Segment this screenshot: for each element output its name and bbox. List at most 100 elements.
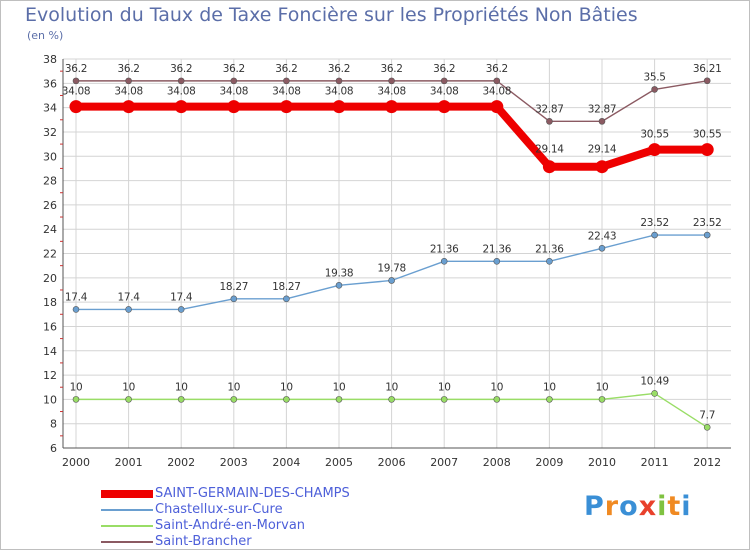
data-label-2: 10 — [596, 381, 609, 393]
x-tick-label: 2008 — [483, 456, 511, 469]
data-label-3: 36.2 — [65, 63, 87, 75]
y-tick-label: 28 — [43, 175, 57, 188]
data-point-1 — [125, 306, 132, 313]
chart-subtitle: (en %) — [27, 29, 64, 42]
data-point-3 — [440, 77, 448, 85]
data-label-1: 17.4 — [170, 291, 193, 303]
data-point-1 — [388, 277, 395, 284]
data-label-3: 36.2 — [433, 63, 455, 75]
data-label-1: 17.4 — [65, 291, 88, 303]
data-point-3 — [335, 77, 343, 85]
data-point-3 — [283, 77, 290, 85]
y-tick-label: 16 — [43, 320, 57, 333]
data-point-2 — [598, 396, 606, 403]
x-tick-label: 2004 — [272, 456, 300, 469]
x-tick-label: 2005 — [325, 456, 353, 469]
x-tick-label: 2012 — [693, 456, 721, 469]
data-point-3 — [703, 77, 711, 85]
y-tick-label: 30 — [43, 150, 57, 163]
logo-letter: x — [638, 491, 658, 522]
y-tick-label: 24 — [43, 223, 57, 236]
data-label-3: 36.2 — [381, 63, 403, 75]
data-point-0 — [385, 100, 399, 114]
data-point-0 — [174, 100, 188, 114]
data-point-0 — [700, 143, 714, 157]
data-label-2: 10.49 — [640, 375, 669, 387]
data-label-0: 29.14 — [535, 144, 564, 156]
data-label-0: 29.14 — [588, 144, 617, 156]
data-point-1 — [651, 231, 658, 239]
data-point-3 — [598, 118, 606, 125]
data-label-3: 32.87 — [535, 103, 564, 115]
data-point-0 — [595, 160, 609, 174]
legend-swatch — [101, 509, 153, 511]
data-label-1: 23.52 — [640, 217, 669, 229]
logo-letter: i — [681, 491, 692, 522]
x-tick-label: 2002 — [167, 456, 195, 469]
data-point-1 — [703, 231, 711, 239]
data-point-1 — [283, 295, 290, 303]
data-label-2: 10 — [543, 381, 556, 393]
data-point-1 — [440, 257, 448, 265]
data-point-0 — [542, 160, 556, 174]
data-point-0 — [437, 100, 451, 114]
data-point-0 — [279, 100, 293, 114]
data-point-1 — [493, 257, 501, 265]
data-label-3: 36.21 — [693, 63, 722, 75]
data-point-3 — [651, 86, 658, 93]
data-point-3 — [125, 77, 132, 85]
data-point-1 — [546, 257, 553, 265]
data-point-2 — [703, 424, 711, 431]
data-label-2: 10 — [122, 381, 135, 393]
chart-title: Evolution du Taux de Taxe Foncière sur l… — [25, 4, 638, 26]
data-point-3 — [388, 77, 395, 85]
data-point-2 — [546, 396, 553, 403]
data-point-2 — [125, 396, 132, 403]
data-label-0: 34.08 — [272, 86, 301, 98]
data-label-3: 36.2 — [170, 63, 192, 75]
data-point-1 — [335, 282, 343, 289]
data-label-1: 19.78 — [377, 262, 406, 274]
logo-letter: r — [604, 491, 620, 522]
data-point-2 — [440, 396, 448, 403]
data-label-1: 21.36 — [535, 243, 564, 255]
data-point-0 — [227, 100, 241, 114]
data-label-3: 35.5 — [644, 71, 666, 83]
data-label-1: 18.27 — [272, 281, 301, 293]
data-label-2: 10 — [385, 381, 398, 393]
y-tick-label: 18 — [43, 296, 57, 309]
data-point-1 — [177, 306, 185, 313]
data-point-0 — [332, 100, 346, 114]
y-tick-label: 26 — [43, 199, 57, 212]
legend-swatch — [101, 525, 153, 527]
legend-label: Chastellux-sur-Cure — [155, 502, 283, 517]
data-point-3 — [493, 77, 501, 85]
y-tick-label: 38 — [43, 53, 57, 66]
data-label-0: 34.08 — [167, 86, 196, 98]
data-label-1: 19.38 — [325, 267, 354, 279]
legend-label: Saint-Brancher — [155, 534, 252, 549]
data-point-1 — [598, 244, 606, 252]
data-point-2 — [177, 396, 185, 403]
data-point-2 — [230, 396, 238, 403]
data-label-0: 30.55 — [693, 129, 722, 141]
data-label-0: 34.08 — [430, 86, 459, 98]
y-tick-label: 6 — [50, 442, 57, 455]
y-tick-label: 14 — [43, 345, 57, 358]
proxiti-logo: Proxiti — [584, 491, 692, 522]
data-point-3 — [230, 77, 238, 85]
y-tick-label: 34 — [43, 102, 57, 115]
legend-label: SAINT-GERMAIN-DES-CHAMPS — [155, 486, 350, 501]
data-point-0 — [648, 143, 662, 157]
data-label-1: 21.36 — [483, 243, 512, 255]
data-label-1: 18.27 — [220, 281, 249, 293]
data-label-3: 36.2 — [328, 63, 350, 75]
data-label-0: 34.08 — [325, 86, 354, 98]
data-label-3: 36.2 — [486, 63, 508, 75]
y-tick-label: 20 — [43, 272, 57, 285]
x-tick-label: 2010 — [588, 456, 616, 469]
x-tick-label: 2000 — [62, 456, 90, 469]
data-label-1: 22.43 — [588, 230, 617, 242]
data-label-0: 34.08 — [220, 86, 249, 98]
data-point-2 — [283, 396, 290, 403]
